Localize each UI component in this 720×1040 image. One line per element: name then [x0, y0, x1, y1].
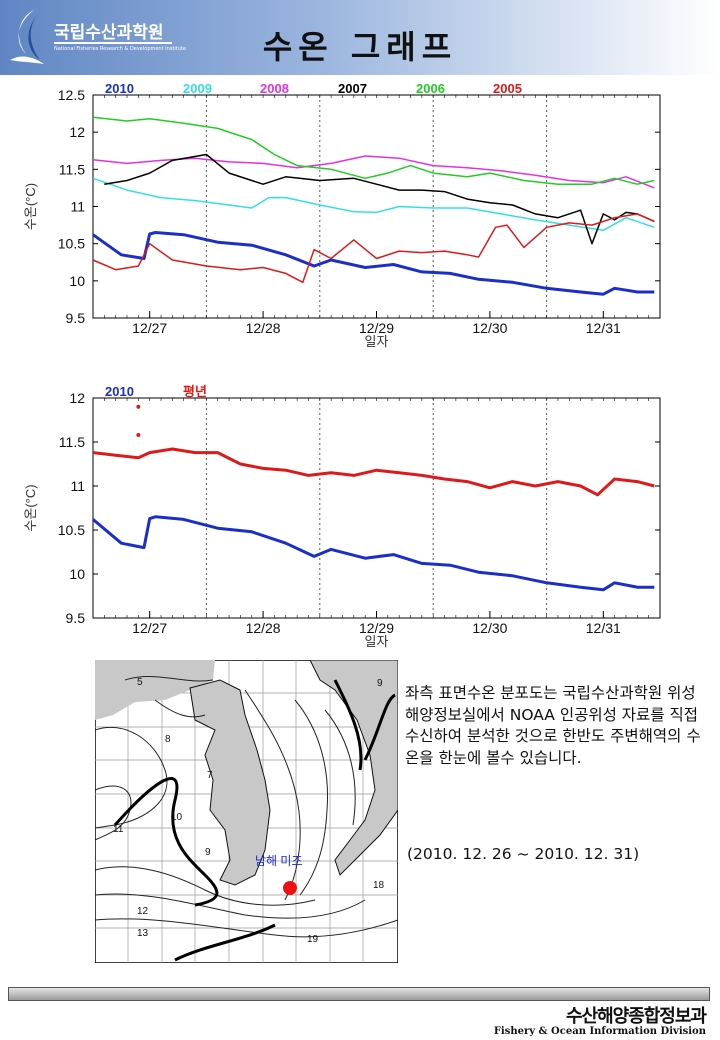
- series-line-2005: [92, 213, 655, 284]
- map-contour-label: 13: [137, 928, 149, 939]
- y-tick-label: 11: [70, 478, 85, 494]
- y-axis-label: 수온(°C): [23, 484, 38, 531]
- series-line-2010: [92, 231, 655, 296]
- x-tick-label: 12/31: [586, 620, 621, 636]
- map-contour-label: 18: [373, 880, 385, 891]
- temperature-chart-by-year: 9.5 10 10.5 11 11.5 12 12.5 12/27 12/28 12/29 12/3…: [23, 81, 661, 349]
- nfrdi-logo-icon: [10, 10, 44, 64]
- legend-entry: 2010: [105, 81, 134, 96]
- series-line-2006: [92, 116, 655, 185]
- org-divider: [54, 42, 172, 44]
- x-tick-label: 12/30: [472, 320, 507, 336]
- y-tick-label: 12: [69, 124, 85, 140]
- y-tick-label: 11.5: [59, 161, 85, 177]
- footer-division-name: 수산해양종합정보과: [565, 1006, 707, 1027]
- plot-area: [92, 94, 661, 319]
- footer-division-name-en: Fishery & Ocean Information Division: [493, 1026, 706, 1037]
- plot-area: [92, 397, 661, 619]
- y-tick-label: 10.5: [58, 522, 85, 538]
- location-marker-icon: [283, 881, 297, 895]
- map-contour-label: 19: [307, 934, 319, 945]
- map-contour-label: 12: [137, 906, 149, 917]
- x-tick-label: 12/29: [359, 320, 394, 336]
- x-axis-label: 일자: [365, 634, 389, 649]
- land-china-coast: [95, 660, 215, 720]
- page-header: 국립수산과학원 National Fisheries Research & De…: [0, 0, 720, 75]
- average-outlier-point: [136, 404, 141, 409]
- y-tick-label: 12: [69, 390, 85, 406]
- legend-entry: 2008: [260, 81, 289, 96]
- legend-entry: 2006: [416, 81, 445, 96]
- map-contour-label: 8: [165, 734, 171, 745]
- legend-entry: 2007: [338, 81, 367, 96]
- y-tick-label: 11: [70, 199, 85, 215]
- legend-entry: 2009: [183, 81, 212, 96]
- series-line-2008: [92, 155, 655, 189]
- map-contour-label: 11: [113, 824, 124, 835]
- map-location-label: 남해 미조: [255, 854, 303, 868]
- x-tick-label: 12/27: [132, 320, 167, 336]
- x-axis-label: 일자: [365, 334, 389, 349]
- land-korea-peninsula: [189, 679, 271, 886]
- series-line-평년: [92, 447, 655, 497]
- x-tick-label: 12/28: [246, 620, 281, 636]
- description-text: 좌측 표면수온 분포도는 국립수산과학원 위성해양정보실에서 NOAA 인공위성…: [405, 684, 701, 767]
- map-contour-label: 9: [377, 678, 383, 689]
- legend-entry: 평년: [183, 384, 207, 399]
- land-japan: [309, 660, 398, 876]
- page-title: 수온 그래프: [262, 28, 458, 66]
- sea-surface-temperature-map: 5 8 7 9 10 11 12 13 18 19 9 남해 미조: [95, 660, 398, 963]
- y-tick-label: 12.5: [58, 87, 85, 103]
- map-contour-label: 10: [171, 812, 183, 823]
- footer-bar: [8, 987, 710, 1001]
- series-line-2010: [92, 515, 655, 592]
- series-line-2007: [104, 153, 655, 245]
- x-tick-label: 12/30: [472, 620, 507, 636]
- legend-entry: 2005: [493, 81, 522, 96]
- y-tick-label: 9.5: [66, 610, 86, 626]
- average-outlier-point: [136, 432, 141, 437]
- y-axis-label: 수온(°C): [23, 183, 38, 230]
- temperature-chart-vs-average: 9.5 10 10.5 11 11.5 12 12/27 12/28 12/29 12/30 12/…: [23, 384, 661, 649]
- org-name-en: National Fisheries Research & Developmen…: [54, 46, 186, 52]
- x-tick-label: 12/29: [359, 620, 394, 636]
- y-tick-label: 10: [69, 566, 85, 582]
- legend-entry: 2010: [105, 384, 134, 399]
- y-tick-label: 9.5: [66, 310, 86, 326]
- org-name: 국립수산과학원: [54, 23, 164, 43]
- map-contour-label: 7: [207, 770, 213, 781]
- period-text: (2010. 12. 26 ~ 2010. 12. 31): [407, 845, 640, 863]
- map-contour-label: 5: [137, 677, 143, 688]
- x-tick-label: 12/31: [586, 320, 621, 336]
- x-tick-label: 12/27: [132, 620, 167, 636]
- y-tick-label: 10.5: [58, 236, 85, 252]
- y-tick-label: 11.5: [59, 434, 85, 450]
- y-tick-label: 10: [69, 273, 85, 289]
- x-tick-label: 12/28: [246, 320, 281, 336]
- map-contour-label: 9: [205, 847, 211, 858]
